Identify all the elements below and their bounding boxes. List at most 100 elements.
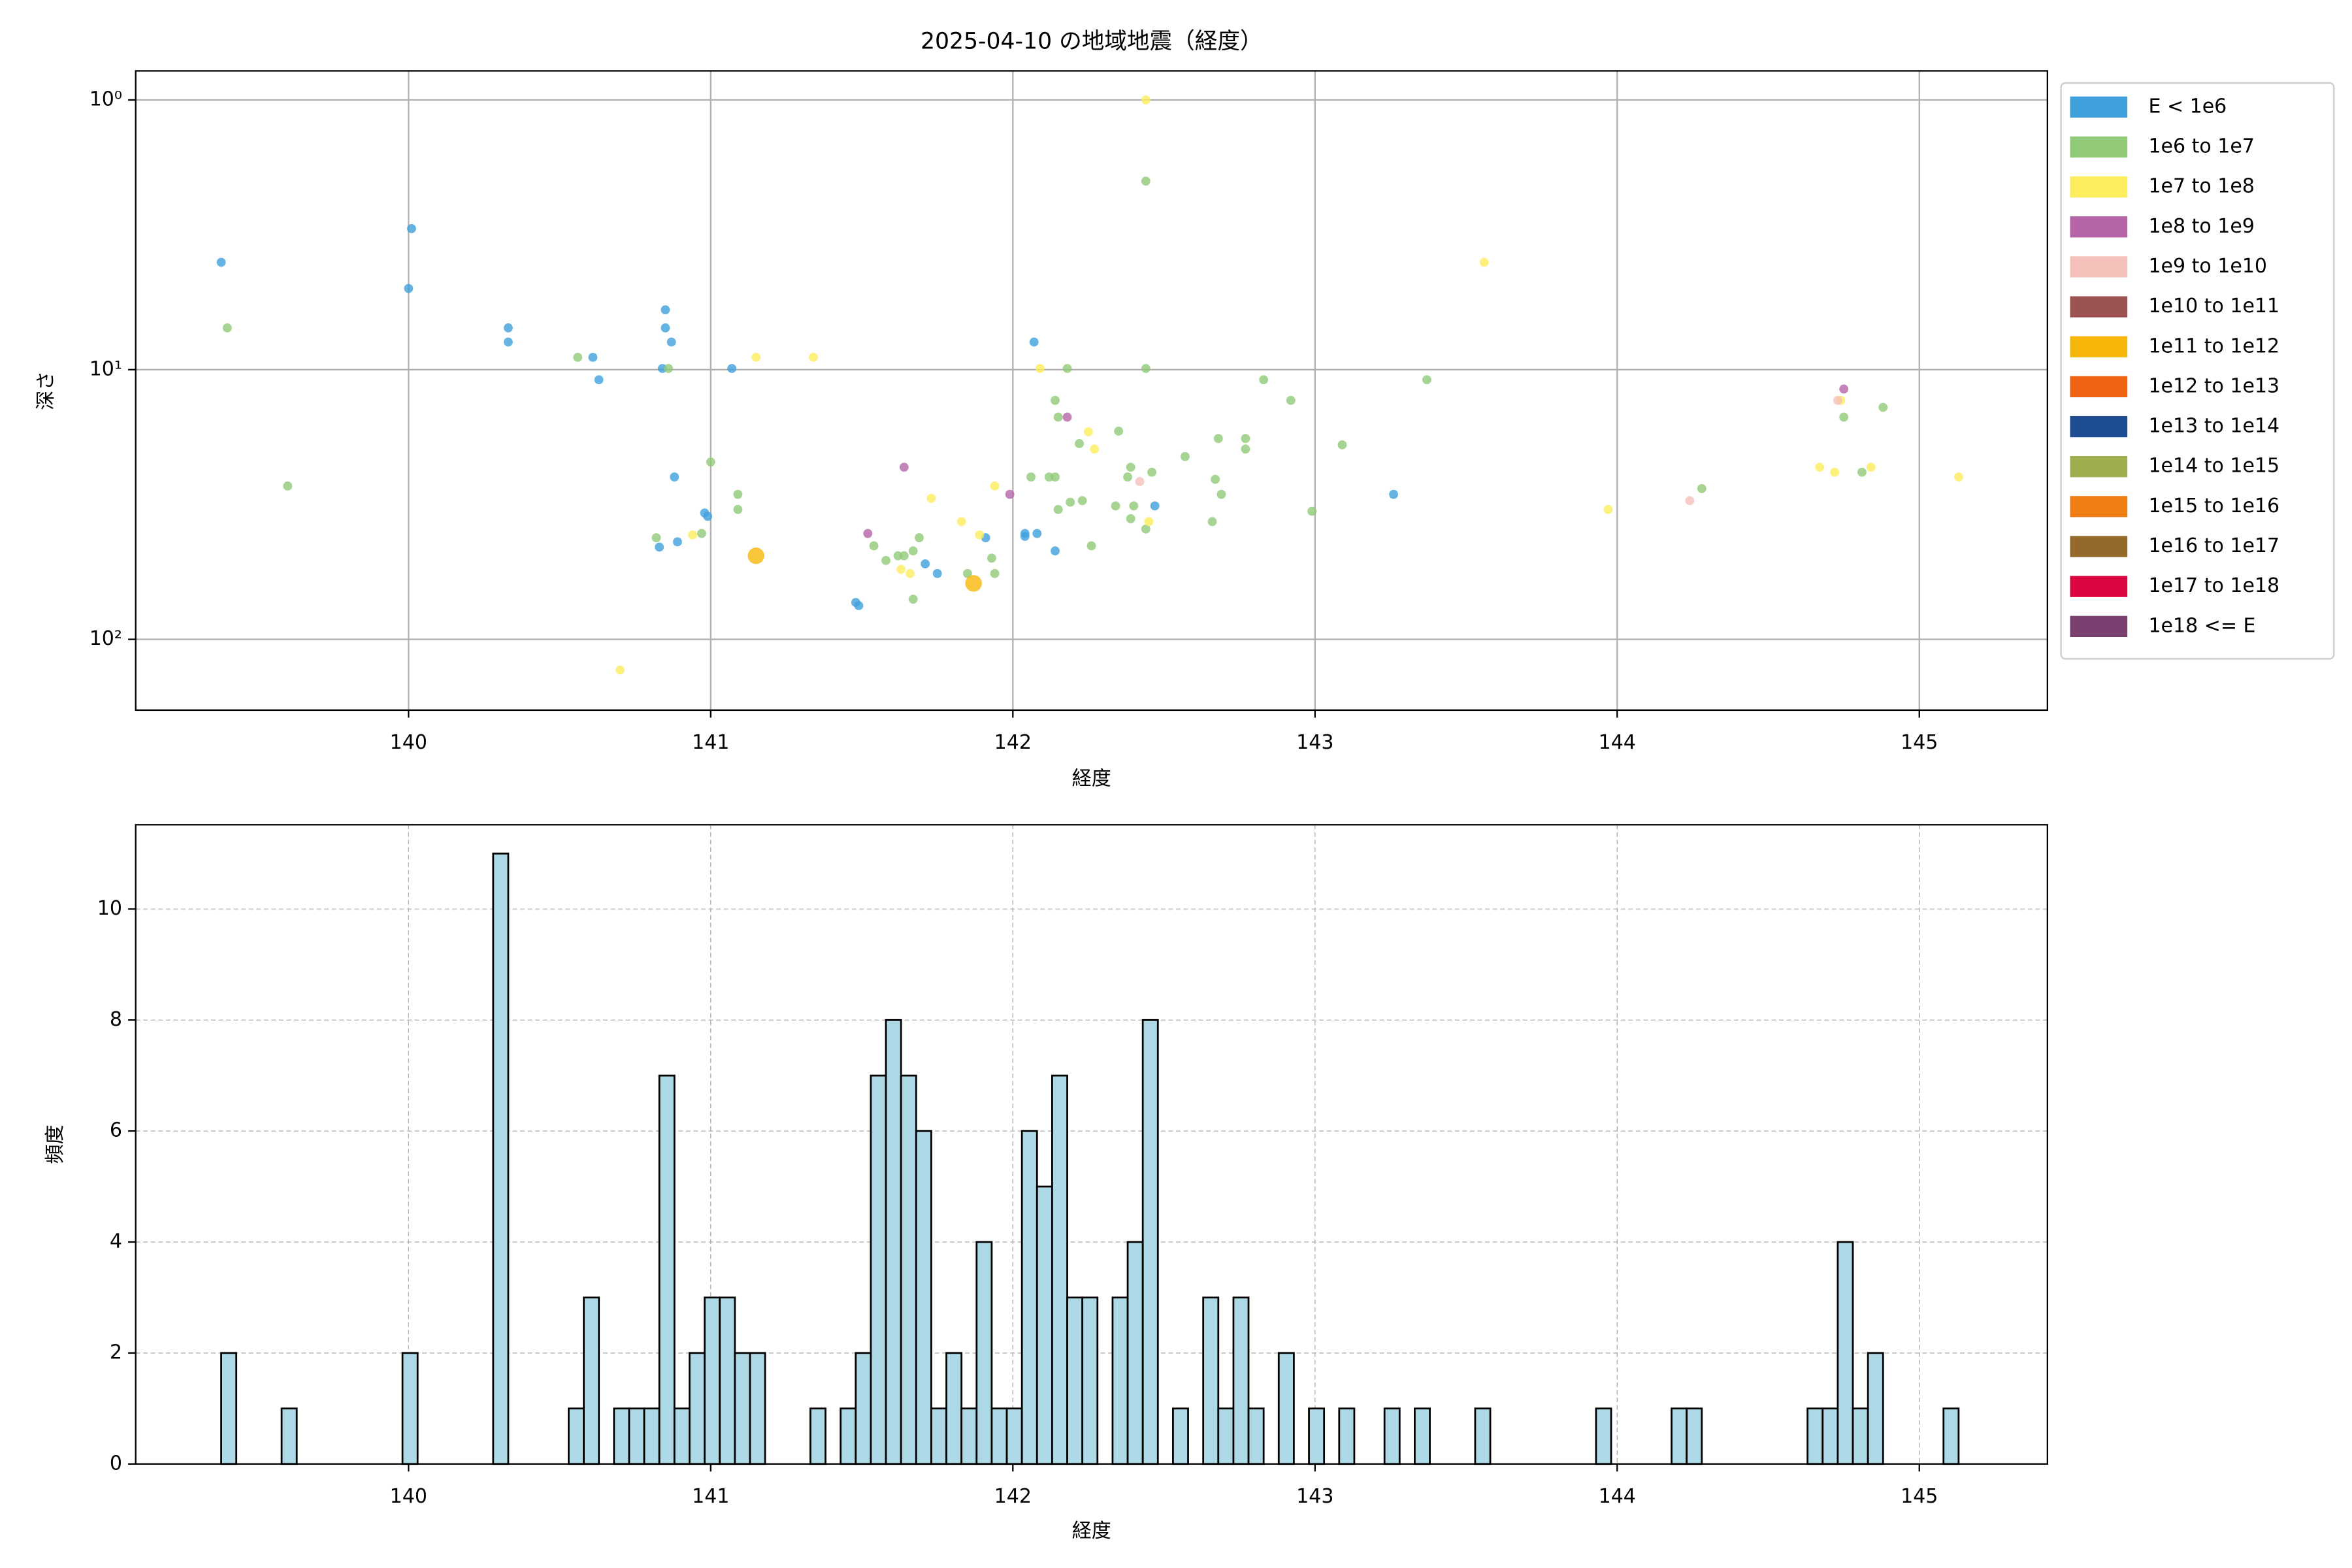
data-point — [1337, 440, 1347, 449]
histogram-bar — [689, 1352, 706, 1465]
data-point — [1286, 395, 1296, 405]
data-point — [1051, 546, 1060, 556]
histogram-bar — [613, 1407, 630, 1465]
data-point — [1422, 375, 1431, 385]
x-tick-label: 142 — [994, 731, 1032, 754]
histogram-bar — [1172, 1407, 1189, 1465]
data-point — [1123, 472, 1132, 482]
data-point — [283, 481, 293, 491]
data-point — [1830, 467, 1840, 477]
histogram-bar — [673, 1407, 691, 1465]
x-tick-label: 143 — [1296, 731, 1333, 754]
data-point — [666, 337, 676, 347]
histogram-bar — [628, 1407, 645, 1465]
data-point — [1697, 483, 1707, 493]
histogram-bar — [1308, 1407, 1326, 1465]
data-point — [899, 463, 909, 472]
histogram-bar — [1686, 1407, 1703, 1465]
y-tick-label: 6 — [110, 1119, 122, 1142]
data-point — [1053, 504, 1063, 514]
x-axis-label: 経度 — [1072, 768, 1111, 791]
data-point — [1603, 504, 1613, 514]
data-point — [727, 364, 737, 373]
legend-swatch — [2070, 416, 2128, 438]
data-point — [504, 337, 513, 347]
histogram-bar — [855, 1352, 872, 1465]
plot-frame — [135, 70, 2048, 711]
data-point — [1211, 474, 1220, 484]
histogram-bar — [900, 1074, 917, 1465]
histogram-bar — [1066, 1296, 1084, 1465]
data-point — [661, 323, 670, 333]
y-tick-label: 10¹ — [90, 357, 122, 380]
histogram-bar — [809, 1407, 826, 1465]
data-point — [987, 553, 996, 563]
data-point — [1839, 384, 1849, 394]
data-point — [908, 546, 918, 556]
histogram-bar — [1821, 1407, 1839, 1465]
legend-swatch — [2070, 336, 2128, 357]
data-point — [1062, 364, 1072, 373]
data-point — [881, 555, 890, 565]
histogram-bar — [840, 1407, 857, 1465]
x-tick-label: 144 — [1599, 731, 1636, 754]
data-point — [1147, 467, 1156, 477]
data-point — [1135, 477, 1145, 487]
histogram-bar — [1671, 1407, 1688, 1465]
histogram-bar — [1005, 1407, 1023, 1465]
data-point — [863, 529, 873, 538]
data-point — [1857, 467, 1867, 477]
y-tick-label: 4 — [110, 1230, 122, 1253]
data-point — [975, 530, 985, 540]
data-point — [1066, 497, 1075, 507]
histogram-bar — [1383, 1407, 1401, 1465]
histogram-bar — [885, 1019, 902, 1465]
x-tick-label: 142 — [994, 1485, 1032, 1508]
y-tick-label: 8 — [110, 1008, 122, 1031]
data-point — [906, 568, 915, 578]
histogram-bar — [975, 1241, 993, 1465]
data-point — [908, 595, 918, 604]
histogram-bar — [1247, 1407, 1265, 1465]
x-tick-label: 143 — [1296, 1485, 1333, 1508]
data-point — [1077, 496, 1087, 506]
histogram-bar — [220, 1352, 238, 1465]
x-tick-label: 145 — [1901, 731, 1938, 754]
legend-swatch — [2070, 496, 2128, 517]
data-point — [869, 541, 879, 551]
legend-swatch — [2070, 376, 2128, 398]
histogram-bar — [1837, 1241, 1854, 1465]
data-point — [1815, 463, 1825, 472]
legend-label: 1e7 to 1e8 — [2148, 175, 2254, 198]
plot-frame — [135, 824, 2048, 1465]
y-axis-label: 頻度 — [44, 1125, 67, 1164]
legend-swatch — [2070, 216, 2128, 238]
histogram-bar — [1141, 1019, 1159, 1465]
x-tick-label: 141 — [692, 731, 729, 754]
data-point — [588, 352, 598, 362]
histogram-bar — [1232, 1296, 1250, 1465]
data-point — [1141, 524, 1151, 534]
x-tick-label: 145 — [1901, 1485, 1938, 1508]
legend-label: 1e9 to 1e10 — [2148, 255, 2267, 278]
histogram-bar — [1277, 1352, 1295, 1465]
x-tick-label: 144 — [1599, 1485, 1636, 1508]
histogram-bar — [1126, 1241, 1144, 1465]
data-point — [1075, 439, 1084, 448]
data-point — [962, 568, 972, 578]
data-point — [222, 323, 232, 333]
histogram-bar — [643, 1407, 661, 1465]
data-point — [504, 323, 513, 333]
data-point — [664, 364, 673, 373]
y-tick-label: 10 — [97, 897, 122, 920]
histogram-bar — [915, 1130, 932, 1465]
legend-swatch — [2070, 256, 2128, 278]
data-point — [1866, 463, 1876, 472]
data-point — [661, 305, 670, 315]
histogram-bar — [945, 1352, 963, 1465]
data-point — [1114, 426, 1124, 436]
legend-swatch — [2070, 576, 2128, 597]
histogram-bar — [1217, 1407, 1235, 1465]
data-point — [914, 533, 924, 542]
data-point — [751, 352, 761, 362]
